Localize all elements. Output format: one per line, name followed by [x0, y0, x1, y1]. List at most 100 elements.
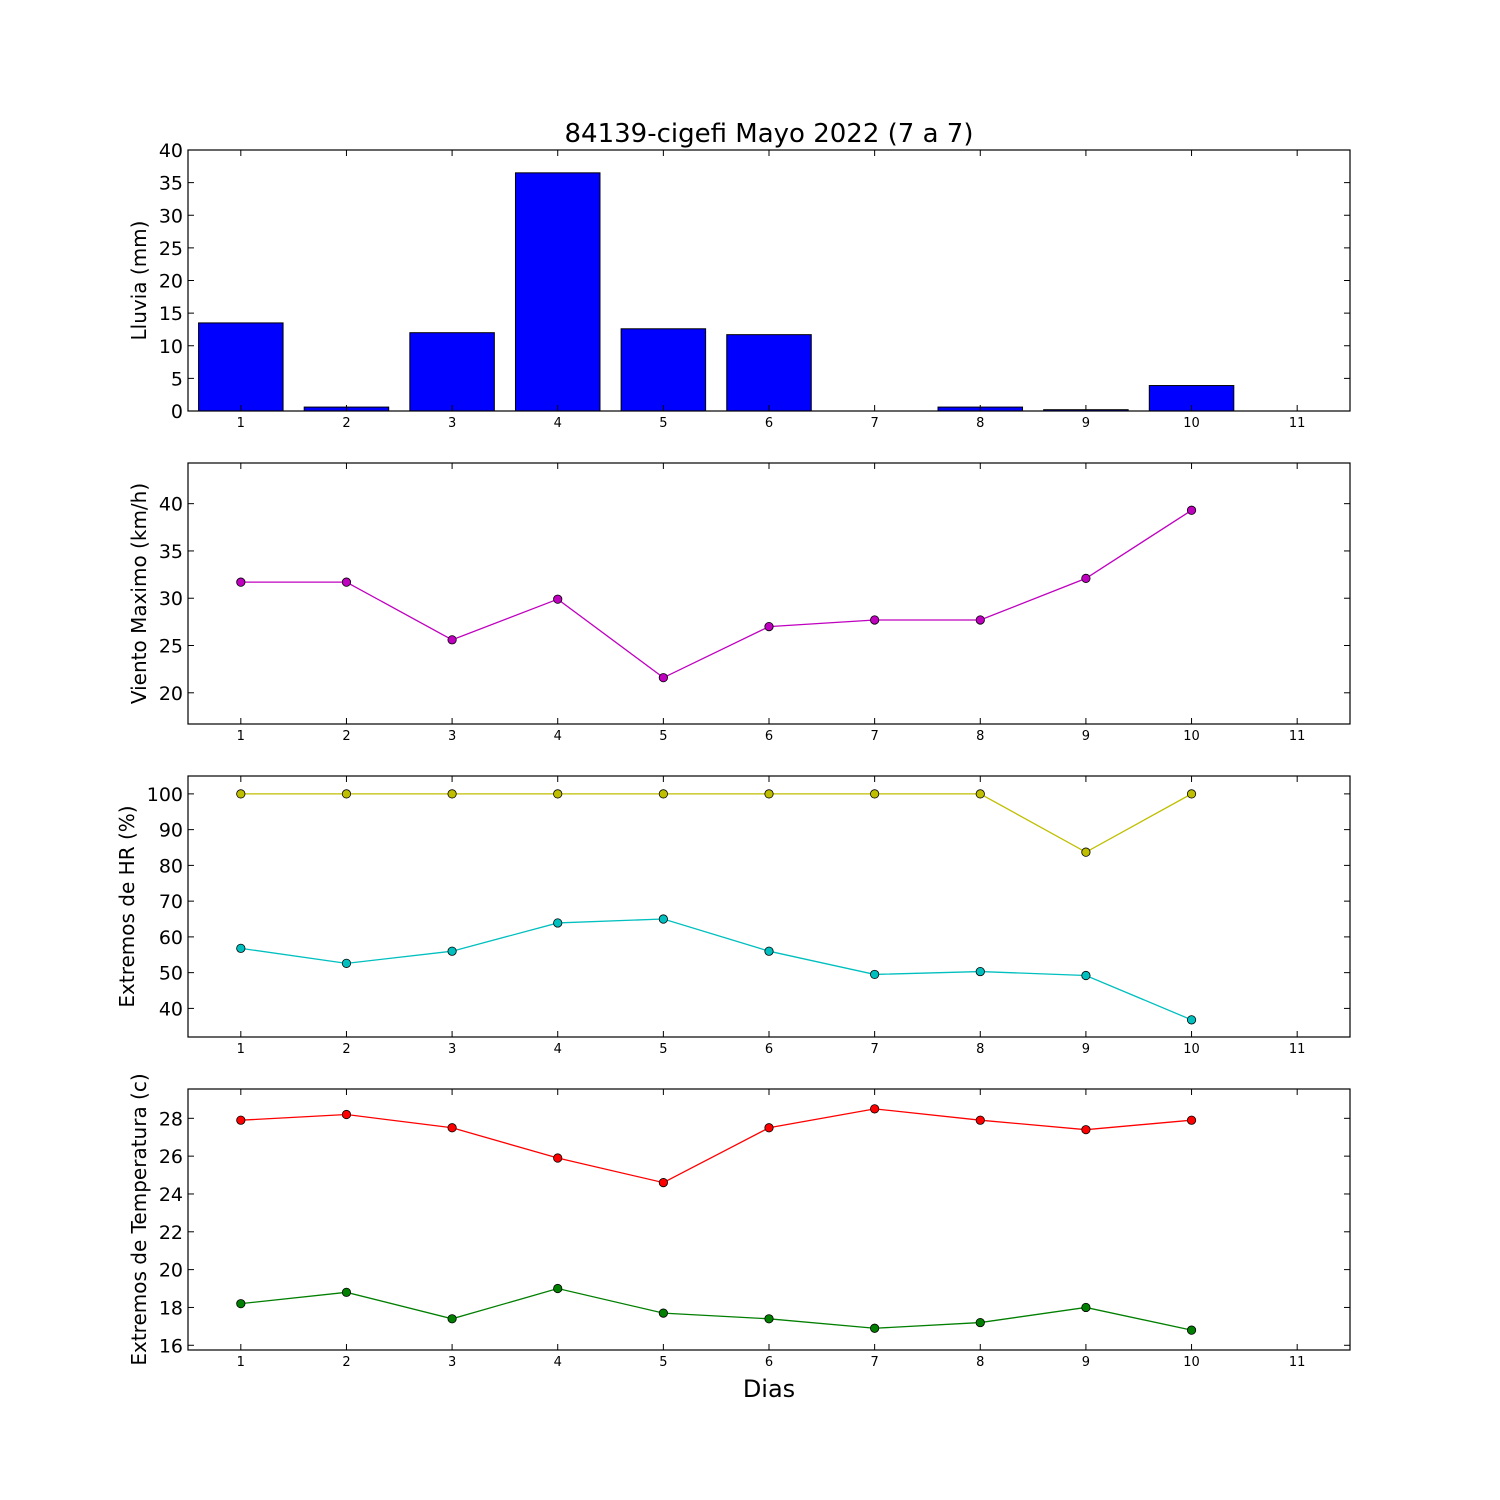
y-tick-label: 16 [159, 1335, 183, 1357]
wind-series-1-point [236, 577, 246, 587]
y-tick-label: 35 [159, 541, 183, 563]
x-tick-label: 11 [1289, 1355, 1306, 1370]
y-tick-label: 26 [159, 1146, 183, 1168]
x-tick-label: 9 [1082, 729, 1090, 744]
x-tick-label: 10 [1183, 416, 1200, 431]
rain-bar [620, 328, 707, 412]
temperature-series-2-point [447, 1314, 457, 1324]
y-axis-label: Lluvia (mm) [127, 221, 151, 341]
y-tick-label: 20 [159, 1260, 183, 1282]
y-tick-label: 80 [159, 855, 183, 877]
y-tick-label: 0 [171, 401, 183, 423]
x-tick-label: 1 [237, 1042, 245, 1057]
y-tick-label: 18 [159, 1297, 183, 1319]
y-tick-label: 40 [159, 998, 183, 1020]
y-tick-label: 40 [159, 494, 183, 516]
temperature-series-1-line [240, 1108, 1192, 1184]
x-tick-label: 4 [554, 729, 562, 744]
y-tick-label: 28 [159, 1108, 183, 1130]
x-tick-label: 9 [1082, 1355, 1090, 1370]
x-tick-label: 6 [765, 1042, 773, 1057]
temperature-series-2-point [975, 1317, 985, 1328]
wind-series-1-line [240, 509, 1192, 679]
y-tick-label: 22 [159, 1222, 183, 1244]
x-tick-label: 6 [765, 416, 773, 431]
wind-series-1-point [658, 673, 668, 683]
temperature-series-1-point [341, 1109, 352, 1120]
humidity-series-1-point [764, 789, 774, 799]
rain-bar [514, 172, 601, 412]
wind-series-1-point [975, 615, 985, 625]
y-tick-label: 30 [159, 588, 183, 610]
x-tick-label: 3 [448, 1042, 456, 1057]
temperature-series-2-point [341, 1287, 352, 1297]
humidity-series-1-point [1186, 789, 1197, 799]
humidity-series-2-point [658, 914, 668, 924]
x-tick-label: 3 [448, 1355, 456, 1370]
y-tick-label: 20 [159, 271, 183, 293]
wind-series-1-point [447, 635, 457, 645]
x-tick-label: 1 [237, 729, 245, 744]
temperature-series-2-point [764, 1314, 774, 1324]
y-tick-label: 25 [159, 238, 183, 260]
humidity-series-1-point [236, 789, 246, 799]
humidity-series-2-point [1081, 970, 1091, 981]
wind-series-1-point [553, 594, 563, 604]
y-tick-label: 5 [171, 368, 183, 390]
x-tick-label: 9 [1082, 1042, 1090, 1057]
x-tick-label: 2 [342, 1355, 350, 1370]
humidity-series-2-point [236, 943, 246, 953]
x-tick-label: 8 [976, 1355, 984, 1370]
humidity-series-1-point [341, 789, 352, 799]
rain-panel: 1 2 3 4 5 6 7 8 9 10 11 0 5 10 15 20 25 30 35 40 Lluvia (mm) [127, 140, 1351, 431]
humidity-series-2-point [975, 966, 985, 977]
rain-bar [409, 332, 495, 412]
wind-series-1-point [764, 621, 774, 632]
x-tick-label: 10 [1183, 729, 1200, 744]
x-tick-label: 10 [1183, 1355, 1200, 1370]
humidity-series-1-point [1081, 847, 1091, 857]
x-tick-label: 6 [765, 1355, 773, 1370]
humidity-series-2-point [870, 969, 880, 980]
temperature-series-2-point [658, 1308, 668, 1318]
x-tick-label: 5 [659, 729, 667, 744]
x-tick-label: 2 [342, 1042, 350, 1057]
y-tick-label: 24 [159, 1184, 183, 1206]
temperature-series-2-line [240, 1287, 1192, 1331]
y-tick-label: 50 [159, 963, 183, 985]
humidity-series-2-point [1186, 1015, 1197, 1025]
x-axis-label: Dias [743, 1375, 795, 1403]
y-tick-label: 10 [159, 336, 183, 358]
x-tick-label: 7 [870, 729, 878, 744]
humidity-series-1-line [240, 793, 1192, 853]
temperature-series-2-point [870, 1323, 880, 1333]
plot-frame [187, 775, 1351, 1038]
y-tick-label: 70 [159, 891, 183, 913]
y-tick-label: 90 [159, 820, 183, 842]
y-tick-label: 100 [147, 784, 183, 806]
x-tick-label: 2 [342, 416, 350, 431]
humidity-series-2-point [553, 918, 563, 928]
x-tick-label: 1 [237, 416, 245, 431]
wind-series-1-point [870, 615, 880, 625]
x-tick-label: 3 [448, 729, 456, 744]
humidity-series-1-point [975, 789, 985, 799]
temperature-series-1-point [658, 1178, 668, 1188]
wind-series-1-point [341, 577, 352, 587]
temperature-series-2-point [1081, 1302, 1091, 1313]
humidity-series-2-line [240, 918, 1192, 1021]
x-tick-label: 4 [554, 1355, 562, 1370]
x-tick-label: 7 [870, 416, 878, 431]
y-tick-label: 60 [159, 927, 183, 949]
y-axis-label: Viento Maximo (km/h) [127, 483, 151, 704]
x-tick-label: 8 [976, 416, 984, 431]
temperature-series-1-point [553, 1153, 563, 1163]
x-tick-label: 4 [554, 416, 562, 431]
chart-title: 84139-cigefi Mayo 2022 (7 a 7) [565, 119, 974, 149]
x-tick-label: 4 [554, 1042, 562, 1057]
wind-series-1-point [1081, 573, 1091, 583]
x-tick-label: 8 [976, 1042, 984, 1057]
rain-bar [198, 322, 284, 412]
y-tick-label: 30 [159, 205, 183, 227]
